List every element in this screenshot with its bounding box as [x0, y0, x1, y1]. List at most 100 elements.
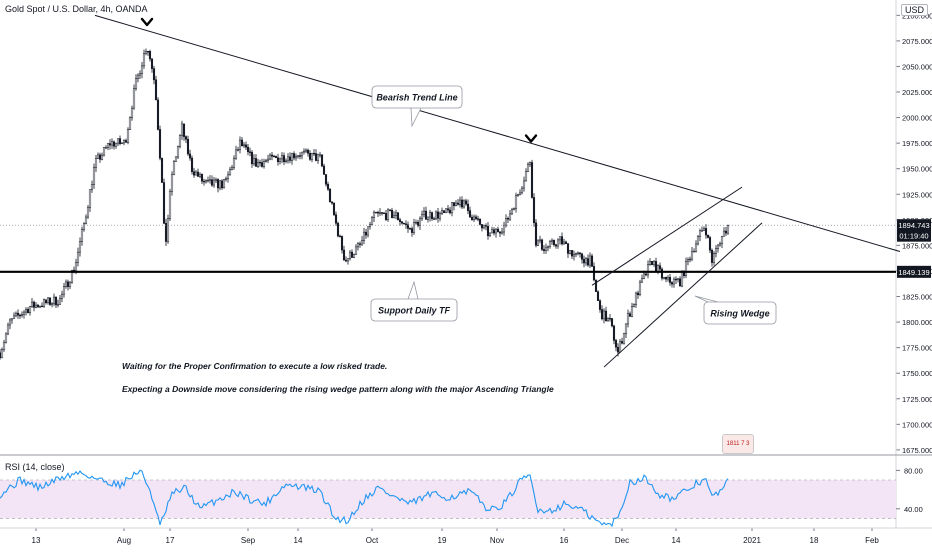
x-tick-label: Oct: [366, 536, 379, 545]
candle-body: [96, 154, 100, 159]
candle-body: [166, 218, 170, 242]
candle-body: [158, 129, 162, 159]
y-tick-label: 1725.000: [902, 395, 932, 404]
candle-body: [282, 155, 286, 162]
candle-body: [464, 200, 468, 205]
wedge-lower: [603, 222, 763, 368]
event-flag-icon[interactable]: 1811 7 3: [722, 434, 754, 454]
candle-body: [680, 270, 684, 287]
candle-body: [718, 243, 722, 246]
candle-body: [226, 174, 230, 179]
candle-body: [602, 310, 606, 320]
y-tick-label: 1825.000: [902, 293, 932, 302]
candle-body: [406, 224, 410, 229]
candle-body: [248, 151, 252, 153]
candle-body: [220, 180, 224, 189]
candle-body: [306, 149, 310, 154]
candle-body: [558, 236, 562, 241]
candle-body: [666, 277, 670, 280]
candle-body: [646, 264, 650, 276]
candle-body: [582, 259, 586, 264]
currency-badge[interactable]: USD: [900, 4, 928, 16]
rising-wedge-label-box: [703, 301, 777, 325]
candle-body: [76, 251, 80, 263]
candle-body: [660, 268, 664, 279]
candle-body: [600, 309, 604, 320]
peak-marker-1: [140, 17, 154, 27]
y-tick-label: 1950.000: [902, 165, 932, 174]
candle-body: [484, 225, 488, 227]
candle-body: [436, 211, 440, 219]
candle-body: [184, 136, 188, 140]
candle-body: [674, 278, 678, 281]
note-line-2: Expecting a Downside move considering th…: [122, 384, 554, 394]
candle-body: [156, 99, 160, 130]
candle-body: [90, 184, 94, 190]
candle-body: [644, 273, 648, 276]
candle-body: [586, 258, 590, 266]
candle-body: [334, 214, 338, 224]
candle-body: [566, 243, 570, 254]
x-tick-label: 16: [560, 536, 569, 545]
candle-body: [42, 299, 46, 307]
candle-body: [358, 243, 362, 245]
candle-body: [300, 151, 304, 157]
candle-body: [238, 139, 242, 150]
candle-body: [114, 142, 118, 147]
candle-body: [198, 174, 202, 177]
candle-body: [544, 247, 548, 251]
candle-body: [162, 182, 166, 224]
candle-body: [350, 251, 354, 258]
candle-body: [460, 199, 464, 208]
candle-body: [4, 333, 8, 343]
x-tick-label: 14: [294, 536, 303, 545]
candle-body: [222, 179, 226, 189]
x-tick-label: 18: [810, 536, 819, 545]
candle-body: [348, 251, 352, 259]
candle-body: [272, 155, 276, 158]
candle-body: [236, 149, 240, 151]
candle-body: [50, 302, 54, 305]
candle-body: [332, 202, 336, 215]
y-tick-label: 1675.000: [902, 446, 932, 455]
candle-body: [292, 153, 296, 159]
candle-body: [316, 154, 320, 161]
candle-body: [270, 154, 274, 157]
candle-body: [454, 202, 458, 206]
candle-body: [284, 160, 288, 162]
candle-body: [152, 68, 156, 81]
rsi-title: RSI (14, close): [5, 462, 65, 472]
candle-body: [0, 349, 4, 359]
candle-body: [74, 262, 78, 272]
candle-body: [186, 139, 190, 155]
candle-body: [214, 179, 218, 181]
candle-body: [234, 149, 238, 159]
candle-body: [662, 277, 666, 279]
candle-body: [692, 251, 696, 253]
x-tick-label: Nov: [490, 536, 504, 545]
candle-body: [510, 209, 514, 215]
candle-body: [636, 292, 640, 296]
x-tick-label: Sep: [241, 536, 256, 545]
candle-body: [252, 158, 256, 165]
candle-body: [656, 265, 660, 272]
candle-body: [492, 229, 496, 234]
candle-body: [654, 261, 658, 272]
candle-body: [324, 174, 328, 185]
candle-body: [106, 143, 110, 148]
candle-body: [536, 240, 540, 246]
candle-body: [686, 259, 690, 262]
candle-body: [320, 154, 324, 167]
support-label: Support Daily TF: [378, 306, 451, 316]
candle-body: [618, 341, 622, 353]
candle-body: [532, 197, 536, 223]
candle-body: [24, 308, 28, 313]
candle-body: [340, 236, 344, 251]
candle-body: [624, 323, 628, 335]
candle-body: [540, 239, 544, 250]
chart-title: Gold Spot / U.S. Dollar, 4h, OANDA: [5, 4, 148, 14]
x-tick-label: Feb: [865, 536, 879, 545]
candle-body: [722, 230, 726, 237]
